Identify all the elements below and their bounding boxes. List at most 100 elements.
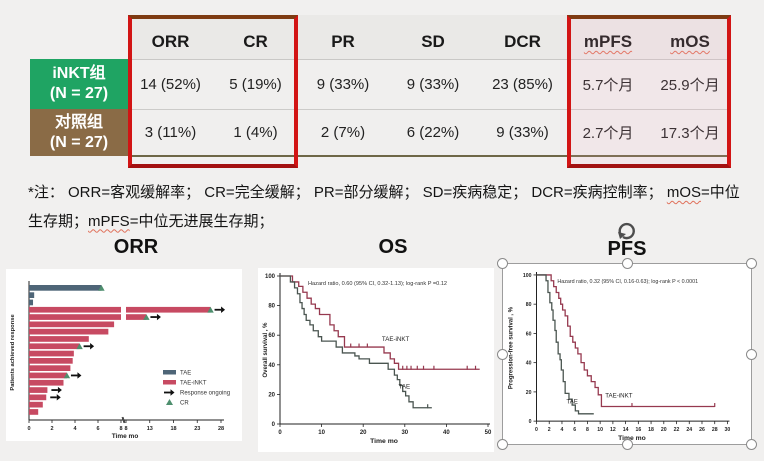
svg-text:Time mo: Time mo — [618, 435, 646, 442]
column-header-mos: mOS — [649, 15, 731, 60]
svg-text:100: 100 — [523, 273, 532, 279]
svg-text:20: 20 — [661, 427, 667, 433]
selection-handle-n[interactable] — [621, 258, 633, 269]
row-header-inkt: iNKT组 (N = 27) — [30, 59, 128, 109]
cell-inkt-mos: 25.9个月 — [649, 59, 731, 110]
results-table: ORR CR PR SD DCR mPFS mOS iNKT组 (N = 27)… — [30, 15, 731, 168]
svg-text:8: 8 — [586, 427, 589, 433]
pfs-km-chart: 0 2 4 6 8 10 12 14 16 18 20 22 24 26 28 30020406080100T… — [509, 271, 731, 442]
column-header-sd-label: SD — [421, 31, 445, 51]
svg-text:TAE-iNKT: TAE-iNKT — [605, 393, 632, 400]
column-header-pr: PR — [298, 15, 388, 60]
footnote: *注： ORR=客观缓解率； CR=完全缓解； PR=部分缓解； SD=疾病稳定… — [28, 179, 750, 236]
svg-text:0: 0 — [272, 422, 276, 428]
selection-handle-sw[interactable] — [497, 439, 508, 450]
svg-text:60: 60 — [526, 331, 532, 337]
row-header-control-n: (N = 27) — [49, 133, 109, 151]
cell-inkt-dcr: 23 (85%) — [478, 59, 567, 110]
svg-text:14: 14 — [623, 427, 629, 433]
svg-text:20: 20 — [268, 392, 275, 398]
svg-text:Hazard ratio, 0.60 (95% CI, 0.: Hazard ratio, 0.60 (95% CI, 0.32-1.13); … — [308, 281, 447, 287]
svg-text:12: 12 — [610, 427, 616, 433]
rotate-handle-icon[interactable] — [615, 221, 637, 241]
cell-inkt-cr: 5 (19%) — [213, 59, 298, 110]
svg-text:16: 16 — [635, 427, 641, 433]
os-km-chart-image[interactable]: 0 10 20 30 40 50 0 20 40 60 80 100 TAE-iNKT TAE Hazard… — [258, 268, 494, 452]
column-header-sd: SD — [388, 15, 478, 60]
footnote-text-end: =中位无进展生存期； — [129, 212, 274, 230]
svg-text:Response ongoing: Response ongoing — [180, 391, 230, 397]
svg-text:6: 6 — [96, 426, 99, 432]
column-header-pr-label: PR — [331, 31, 355, 51]
results-table-grid: ORR CR PR SD DCR mPFS mOS iNKT组 (N = 27)… — [30, 15, 731, 157]
svg-text:60: 60 — [268, 333, 275, 339]
os-chart-title: OS — [378, 236, 408, 258]
cell-inkt-mpfs: 5.7个月 — [567, 59, 649, 110]
cell-control-mpfs: 2.7个月 — [567, 109, 649, 157]
pfs-km-chart-body: 0 2 4 6 8 10 12 14 16 18 20 22 24 26 28 30 0 20 40 60 80 100 T… — [503, 264, 752, 445]
svg-text:0: 0 — [535, 427, 538, 433]
svg-text:0: 0 — [529, 419, 532, 425]
svg-text:13: 13 — [147, 426, 153, 432]
selection-handle-s[interactable] — [621, 439, 633, 450]
table-row-inkt: iNKT组 (N = 27) 14 (52%) 5 (19%) 9 (33%) … — [30, 59, 731, 110]
svg-text:TAE-iNKT: TAE-iNKT — [180, 381, 207, 387]
pfs-km-chart-image-selected[interactable]: 0 2 4 6 8 10 12 14 16 18 20 22 24 26 28 30 0 20 40 60 80 100 T… — [497, 258, 757, 450]
footnote-text: *注： ORR=客观缓解率； CR=完全缓解； PR=部分缓解； SD=疾病稳定… — [28, 184, 667, 201]
orr-swimmer-chart-image[interactable]: 0 2 4 6 8 8 13 18 23 28 Time mo Patients achieved r… — [6, 269, 242, 441]
selection-handle-w[interactable] — [497, 348, 508, 360]
svg-text:0: 0 — [27, 426, 30, 432]
footnote-text-mid: =中位生存期； — [28, 184, 740, 230]
svg-text:Overall survival , %: Overall survival , % — [263, 322, 269, 378]
orr-chart-title: ORR — [113, 236, 159, 258]
footnote-mos: mOS — [666, 184, 701, 201]
svg-text:30: 30 — [725, 427, 731, 433]
cell-inkt-pr: 9 (33%) — [298, 59, 388, 110]
selection-handle-se[interactable] — [746, 439, 757, 450]
svg-text:8: 8 — [119, 426, 122, 432]
svg-text:50: 50 — [485, 430, 492, 436]
selection-handle-e[interactable] — [746, 348, 757, 360]
cell-control-dcr: 9 (33%) — [478, 109, 567, 157]
svg-text:80: 80 — [268, 304, 275, 310]
row-header-control: 对照组 (N = 27) — [30, 109, 128, 156]
footnote-mpfs: mPFS — [88, 212, 130, 230]
svg-text:40: 40 — [268, 363, 275, 369]
svg-text:TAE: TAE — [399, 383, 411, 390]
svg-text:4: 4 — [73, 426, 77, 432]
svg-text:23: 23 — [194, 426, 200, 432]
svg-text:Time mo: Time mo — [370, 438, 398, 445]
column-header-mpfs-label: mPFS — [583, 31, 633, 51]
svg-text:Time mo: Time mo — [112, 433, 139, 440]
svg-text:0: 0 — [278, 430, 282, 436]
orr-swimmer-chart: 0 2 4 6 8 8 13 18 23 28 Time mo Patients achieved r… — [10, 281, 230, 440]
column-header-orr: ORR — [128, 15, 213, 60]
cell-inkt-sd: 9 (33%) — [388, 59, 478, 110]
table-corner — [30, 15, 128, 59]
svg-text:40: 40 — [443, 430, 450, 436]
row-header-control-label: 对照组 — [54, 113, 103, 131]
svg-text:28: 28 — [712, 427, 718, 433]
svg-text:18: 18 — [170, 426, 176, 432]
svg-text:28: 28 — [218, 426, 224, 432]
selection-handle-nw[interactable] — [497, 258, 508, 269]
svg-text:TAE: TAE — [566, 399, 578, 406]
svg-text:40: 40 — [526, 361, 532, 367]
svg-text:100: 100 — [265, 274, 276, 280]
svg-text:24: 24 — [686, 427, 692, 433]
os-km-chart: 0 10 20 30 40 50 0 20 40 60 80 100 TAE-iNKT TAE Hazard… — [263, 273, 492, 445]
cell-control-sd: 6 (22%) — [388, 109, 478, 157]
svg-text:8: 8 — [124, 426, 127, 432]
svg-text:20: 20 — [360, 430, 367, 436]
svg-text:Progression-free survival , %: Progression-free survival , % — [509, 306, 515, 389]
row-header-inkt-label: iNKT组 — [52, 65, 106, 82]
selection-handle-ne[interactable] — [746, 258, 757, 269]
column-header-dcr: DCR — [478, 15, 567, 60]
svg-text:TAE: TAE — [180, 371, 191, 377]
svg-text:TAE-iNKT: TAE-iNKT — [382, 336, 410, 343]
column-header-dcr-label: DCR — [504, 31, 541, 51]
cell-inkt-orr: 14 (52%) — [128, 59, 213, 110]
column-header-orr-label: ORR — [151, 31, 190, 51]
cell-control-orr: 3 (11%) — [128, 109, 213, 157]
